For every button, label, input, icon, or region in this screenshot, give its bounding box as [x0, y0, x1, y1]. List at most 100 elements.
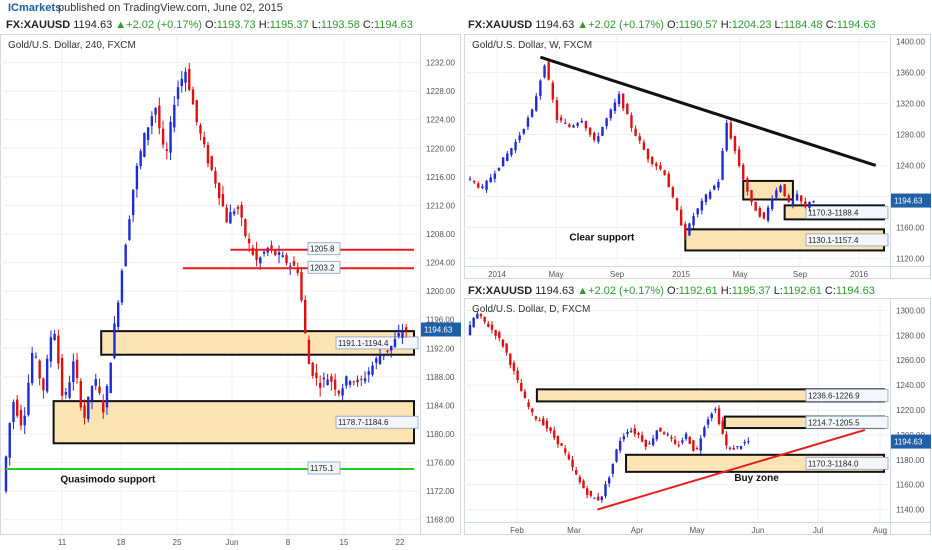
candle-body	[57, 335, 60, 364]
y-tick-label: 1120.00	[896, 254, 925, 263]
last-price-text: 1194.63	[894, 197, 923, 206]
candle-body	[609, 109, 612, 119]
candle-body	[520, 382, 523, 392]
y-tick-label: 1360.00	[896, 69, 925, 78]
candle-body	[367, 371, 370, 375]
candle-body	[188, 68, 191, 90]
candle-body	[281, 255, 284, 257]
candle-body	[640, 435, 644, 442]
candle-body	[543, 65, 546, 78]
candle-body	[393, 339, 397, 348]
candle-body	[83, 405, 86, 418]
candle-body	[337, 390, 341, 394]
candle-body	[468, 324, 472, 336]
last-price-label: 1194.63	[891, 193, 931, 208]
y-tick-label: 1208.00	[426, 230, 455, 239]
x-tick-label: Mar	[567, 526, 581, 535]
candle-body	[638, 136, 641, 141]
y-tick-label: 1216.00	[426, 173, 455, 182]
x-tick-label: May	[732, 270, 747, 279]
candle-body	[717, 181, 720, 188]
zone-label-text: 1170.3-1184.0	[808, 459, 859, 468]
candle-body	[671, 187, 675, 197]
x-tick-label: 18	[117, 538, 126, 547]
candle-body	[315, 372, 318, 379]
y-tick-label: 1200.00	[426, 287, 455, 296]
candle-body	[53, 333, 56, 341]
y-tick-label: 1160.00	[896, 223, 925, 232]
open-value: 1192.61	[678, 285, 718, 297]
y-tick-label: 1240.00	[896, 161, 925, 170]
candle-body	[75, 359, 79, 379]
candle-body	[666, 434, 669, 436]
candle-body	[229, 212, 232, 224]
candle-body	[746, 178, 749, 192]
candle-body	[262, 251, 266, 254]
candle-body	[589, 490, 593, 496]
y-tick-label: 1160.00	[896, 481, 925, 490]
candle-body	[195, 100, 198, 122]
candle-body	[210, 156, 213, 170]
candle-body	[771, 198, 774, 210]
up-arrow-icon: ▲	[577, 285, 589, 297]
candle-body	[703, 427, 706, 437]
candle-body	[564, 448, 567, 453]
candle-body	[497, 167, 501, 171]
high-label: H:	[258, 19, 270, 31]
y-tick-label: 1176.00	[426, 459, 455, 468]
y-tick-label: 1320.00	[896, 100, 925, 109]
candle-body	[90, 386, 94, 401]
candle-body	[677, 444, 680, 446]
candle-body	[659, 165, 662, 170]
candle-body	[191, 89, 195, 105]
candle-body	[38, 360, 41, 379]
candle-body	[345, 376, 348, 386]
y-tick-label: 1280.00	[896, 131, 925, 140]
x-tick-label: 15	[340, 538, 349, 547]
candle-body	[621, 93, 625, 109]
candlestick-series	[468, 58, 815, 240]
candle-body	[553, 430, 556, 438]
zone-label: 1214.7-1205.5	[805, 415, 889, 429]
candle-body	[729, 122, 733, 139]
annotation-text: Quasimodo support	[60, 475, 156, 486]
candle-body	[87, 396, 90, 420]
candle-body	[146, 127, 150, 140]
candle-body	[330, 376, 333, 382]
candle-body	[791, 199, 795, 205]
zone-label-box	[335, 336, 419, 350]
candle-body	[775, 190, 778, 198]
candle-body	[695, 448, 699, 450]
candle-body	[378, 355, 382, 365]
y-tick-label: 1280.00	[896, 331, 925, 340]
close-label: C:	[825, 19, 837, 31]
candle-body	[34, 356, 38, 358]
candle-body	[585, 488, 589, 495]
y-tick-label: 1400.00	[896, 38, 925, 47]
zone-label-box	[805, 415, 889, 429]
chart-title: Gold/U.S. Dollar, W, FXCM	[472, 40, 592, 51]
y-tick-label: 1212.00	[426, 201, 455, 210]
candle-body	[539, 80, 542, 96]
open-label: O:	[667, 285, 679, 297]
candle-body	[493, 173, 497, 179]
y-tick-label: 1204.00	[426, 259, 455, 268]
candle-body	[352, 381, 356, 383]
publisher-brand[interactable]: ICmarkets	[8, 2, 62, 14]
candle-body	[626, 432, 629, 435]
close-value: 1194.63	[836, 19, 876, 31]
zone-label-box	[805, 233, 889, 247]
candle-body	[611, 463, 615, 474]
candle-body	[630, 115, 633, 128]
y-tick-label: 1196.00	[426, 316, 455, 325]
last-price-text: 1194.63	[424, 326, 453, 335]
y-tick-label: 1180.00	[896, 456, 925, 465]
candle-body	[732, 448, 735, 450]
x-tick-label: Jul	[813, 526, 823, 535]
candle-body	[733, 136, 737, 152]
x-tick-label: May	[689, 526, 704, 535]
x-tick-label: 8	[286, 538, 291, 547]
candle-body	[404, 327, 408, 331]
level-label-text: 1203.2	[310, 263, 335, 272]
